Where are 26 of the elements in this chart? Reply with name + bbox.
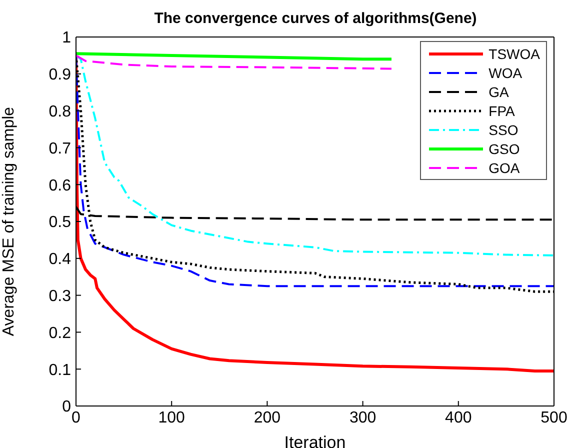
y-tick-label: 0.8 <box>48 103 72 120</box>
y-tick-label: 0.1 <box>48 362 72 379</box>
y-tick-label: 0.2 <box>48 324 72 342</box>
y-tick-label: 0.6 <box>48 177 72 194</box>
legend-label: GSO <box>488 140 520 156</box>
legend-label: GOA <box>488 160 520 176</box>
line-series <box>76 54 392 70</box>
y-tick-label: 1 <box>62 30 72 47</box>
legend-label: WOA <box>488 64 522 80</box>
y-tick-label: 0.3 <box>48 288 72 305</box>
y-axis-title: Average MSE of training sample <box>0 106 18 336</box>
y-tick-label: 0.4 <box>48 251 72 268</box>
x-tick-label: 300 <box>349 409 376 426</box>
y-tick-label: 0.9 <box>48 66 72 84</box>
legend-label: FPA <box>488 102 515 118</box>
legend-label: SSO <box>488 122 518 138</box>
x-tick-label: 500 <box>540 409 568 426</box>
legend-label: TSWOA <box>488 46 540 62</box>
x-tick-label: 200 <box>254 409 281 426</box>
x-tick-label: 100 <box>158 409 186 426</box>
chart-title: The convergence curves of algorithms(Gene) <box>153 10 478 27</box>
x-tick-label: 400 <box>445 409 472 426</box>
x-axis-title: Iteration <box>284 433 346 448</box>
y-tick-label: 0.7 <box>48 140 72 158</box>
legend-label: GA <box>488 84 509 100</box>
y-tick-label: 0.5 <box>48 214 72 232</box>
